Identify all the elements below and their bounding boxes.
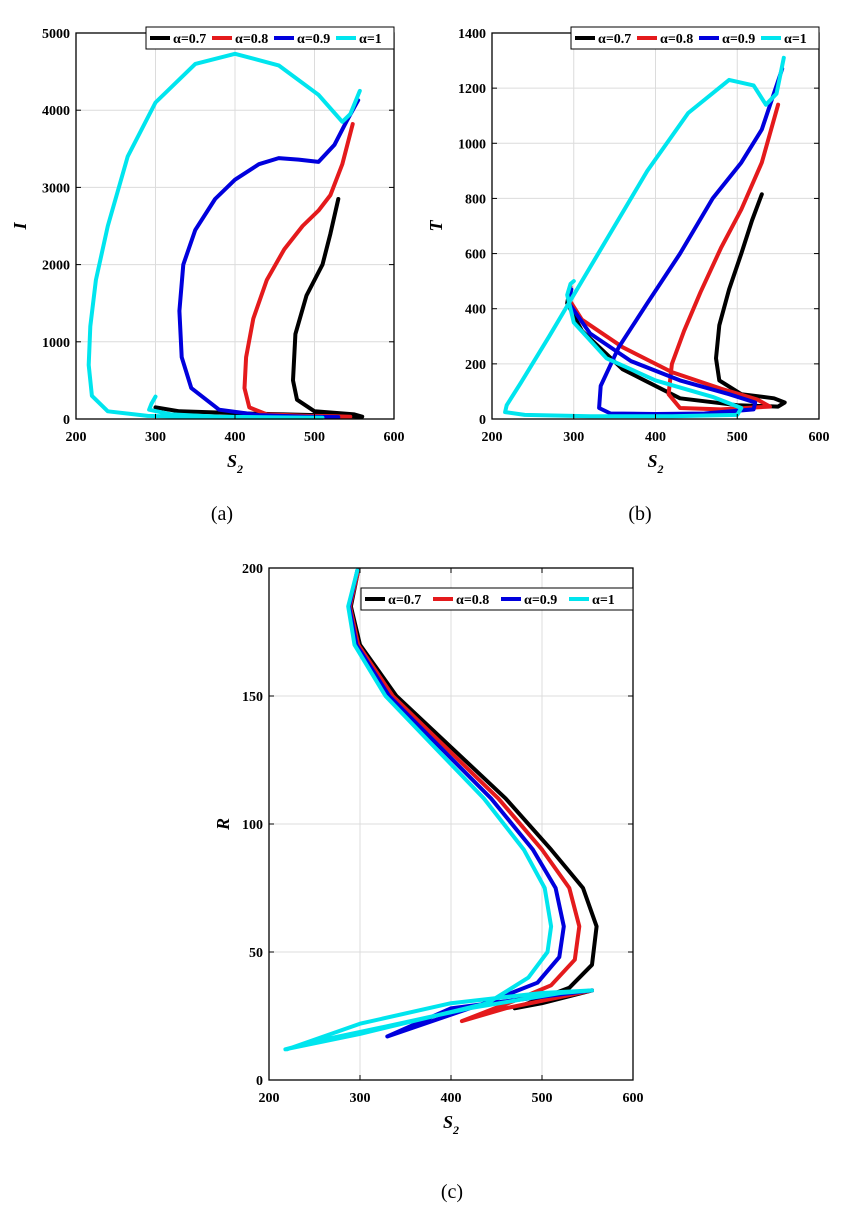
x-tick-label: 600 [809, 430, 830, 445]
panel-caption: (a) [211, 503, 233, 525]
series-line-3 [177, 98, 361, 420]
y-tick-label: 100 [242, 818, 263, 833]
panel-caption: (c) [441, 1181, 463, 1203]
chart-panel-a: 200 300 400 500 600 0 1000 2000 3000 4000 5000 S2 Iα… [10, 26, 405, 525]
x-axis-label: S2 [443, 1112, 459, 1137]
y-tick-label: 200 [465, 358, 486, 373]
y-tick-label: 0 [256, 1074, 263, 1089]
series-line-2 [348, 568, 594, 1024]
legend-box [360, 587, 634, 611]
y-tick-label: 600 [465, 248, 486, 263]
y-tick-label: 400 [465, 303, 486, 318]
x-tick-label: 300 [350, 1091, 371, 1106]
y-tick-label: 1400 [458, 27, 486, 42]
legend: α=0.7 α=0.8 α=0.9 α=1 [145, 26, 395, 50]
legend-label: α=0.8 [456, 593, 489, 608]
x-axis-label: S2 [227, 451, 243, 476]
series-line-2 [242, 122, 355, 419]
y-tick-label: 1000 [42, 336, 70, 351]
legend-label: α=0.9 [722, 32, 755, 47]
series-line-4 [86, 51, 362, 420]
x-tick-label: 300 [563, 430, 584, 445]
y-axis-label: R [213, 818, 233, 831]
x-tick-label: 400 [441, 1091, 462, 1106]
x-tick-label: 300 [145, 430, 166, 445]
y-tick-label: 50 [249, 946, 263, 961]
y-tick-label: 5000 [42, 27, 70, 42]
legend-label: α=1 [359, 32, 382, 47]
chart-panel-b: 200 300 400 500 600 0 200 400 600 800 1000 1200 1400… [426, 26, 830, 525]
x-axis-label-subscript: 2 [452, 1123, 459, 1137]
y-tick-label: 4000 [42, 104, 70, 119]
legend-label: α=0.7 [598, 32, 631, 47]
series-line-4 [283, 568, 594, 1052]
legend-label: α=0.7 [388, 593, 421, 608]
x-tick-label: 400 [225, 430, 246, 445]
y-tick-label: 200 [242, 562, 263, 577]
y-axis-label: T [426, 220, 446, 232]
y-tick-label: 150 [242, 690, 263, 705]
series-line-1 [565, 192, 787, 409]
x-tick-label: 600 [384, 430, 405, 445]
legend-label: α=0.8 [235, 32, 268, 47]
legend-box [570, 26, 820, 50]
panel-caption: (b) [628, 503, 651, 525]
legend-label: α=0.9 [524, 593, 557, 608]
series-line-3 [347, 568, 594, 1039]
y-tick-label: 1000 [458, 137, 486, 152]
legend-label: α=0.7 [173, 32, 206, 47]
x-tick-label: 200 [259, 1091, 280, 1106]
legend-label: α=0.8 [660, 32, 693, 47]
legend-label: α=1 [784, 32, 807, 47]
legend: α=0.7 α=0.8 α=0.9 α=1 [570, 26, 820, 50]
y-tick-label: 0 [479, 413, 486, 428]
x-tick-label: 500 [727, 430, 748, 445]
series-line-2 [566, 102, 781, 412]
chart-panel-c: 200 300 400 500 600 0 50 100 150 200 S2 Rα=0.7 α=0.8… [213, 562, 644, 1203]
y-tick-label: 0 [63, 413, 70, 428]
x-axis-label-subscript: 2 [236, 462, 243, 476]
y-tick-label: 1200 [458, 82, 486, 97]
x-tick-label: 200 [66, 430, 87, 445]
x-tick-label: 400 [645, 430, 666, 445]
legend-label: α=0.9 [297, 32, 330, 47]
x-tick-label: 500 [532, 1091, 553, 1106]
legend: α=0.7 α=0.8 α=0.9 α=1 [360, 587, 634, 611]
x-tick-label: 600 [623, 1091, 644, 1106]
x-axis-label-subscript: 2 [657, 462, 664, 476]
series-line-4 [503, 55, 786, 419]
y-tick-label: 3000 [42, 181, 70, 196]
legend-label: α=1 [592, 593, 615, 608]
y-axis-label: I [10, 222, 30, 231]
x-axis-label: S2 [647, 451, 663, 476]
y-tick-label: 2000 [42, 259, 70, 274]
series-line-3 [566, 66, 785, 416]
legend-box [145, 26, 395, 50]
y-tick-label: 800 [465, 192, 486, 207]
x-tick-label: 200 [482, 430, 503, 445]
x-tick-label: 500 [304, 430, 325, 445]
